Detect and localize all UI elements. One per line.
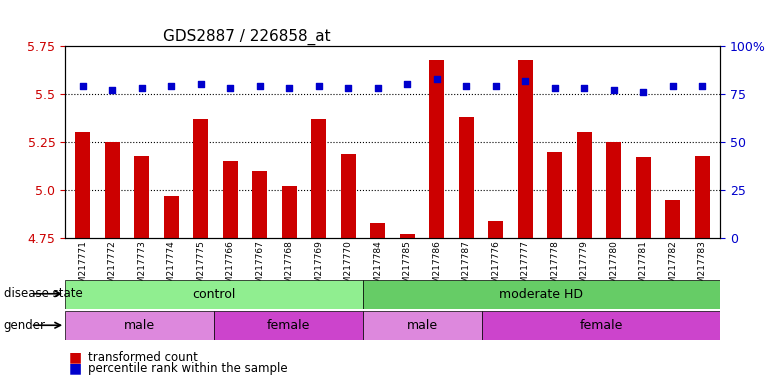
- FancyBboxPatch shape: [482, 311, 720, 340]
- Text: GSM217787: GSM217787: [462, 240, 471, 295]
- Text: GSM217772: GSM217772: [108, 240, 116, 295]
- Bar: [75, 132, 90, 238]
- Point: [401, 81, 414, 88]
- Text: female: female: [579, 319, 623, 332]
- Text: control: control: [192, 288, 236, 301]
- Text: GSM217775: GSM217775: [196, 240, 205, 295]
- Bar: [194, 119, 208, 238]
- FancyBboxPatch shape: [65, 280, 363, 309]
- Bar: [282, 186, 296, 238]
- Text: moderate HD: moderate HD: [499, 288, 584, 301]
- Point: [696, 83, 709, 89]
- Text: GSM217782: GSM217782: [669, 240, 677, 295]
- Bar: [135, 156, 149, 238]
- Bar: [666, 200, 680, 238]
- Text: male: male: [124, 319, 155, 332]
- Bar: [430, 60, 444, 238]
- Text: GSM217783: GSM217783: [698, 240, 707, 295]
- Text: GSM217771: GSM217771: [78, 240, 87, 295]
- Text: GSM217766: GSM217766: [226, 240, 235, 295]
- Text: GSM217768: GSM217768: [285, 240, 294, 295]
- Text: GSM217784: GSM217784: [373, 240, 382, 295]
- Bar: [636, 157, 650, 238]
- Text: transformed count: transformed count: [88, 351, 198, 364]
- FancyBboxPatch shape: [363, 311, 482, 340]
- Point: [283, 85, 296, 91]
- Bar: [223, 161, 237, 238]
- Bar: [400, 234, 414, 238]
- Text: gender: gender: [4, 319, 46, 332]
- Text: GSM217785: GSM217785: [403, 240, 412, 295]
- Text: GSM217769: GSM217769: [314, 240, 323, 295]
- Text: GSM217786: GSM217786: [432, 240, 441, 295]
- Bar: [341, 154, 355, 238]
- Bar: [312, 119, 326, 238]
- Text: GSM217767: GSM217767: [255, 240, 264, 295]
- Point: [430, 76, 443, 82]
- Point: [578, 85, 591, 91]
- Point: [519, 78, 532, 84]
- Point: [254, 83, 266, 89]
- Text: ■: ■: [69, 362, 82, 376]
- Point: [165, 83, 178, 89]
- Text: GSM217776: GSM217776: [491, 240, 500, 295]
- Bar: [518, 60, 532, 238]
- Point: [666, 83, 679, 89]
- Text: GSM217774: GSM217774: [167, 240, 176, 295]
- FancyBboxPatch shape: [65, 311, 214, 340]
- Text: GSM217773: GSM217773: [137, 240, 146, 295]
- Text: percentile rank within the sample: percentile rank within the sample: [88, 362, 288, 375]
- Text: GSM217770: GSM217770: [344, 240, 353, 295]
- Text: GDS2887 / 226858_at: GDS2887 / 226858_at: [163, 28, 331, 45]
- Bar: [548, 152, 562, 238]
- Text: GSM217780: GSM217780: [609, 240, 618, 295]
- Point: [342, 85, 355, 91]
- Point: [136, 85, 148, 91]
- Point: [460, 83, 473, 89]
- Text: GSM217778: GSM217778: [550, 240, 559, 295]
- Point: [195, 81, 207, 88]
- Text: GSM217781: GSM217781: [639, 240, 648, 295]
- Bar: [105, 142, 119, 238]
- Bar: [489, 221, 503, 238]
- Point: [372, 85, 384, 91]
- Point: [607, 87, 620, 93]
- Text: ■: ■: [69, 350, 82, 364]
- Bar: [164, 196, 178, 238]
- Point: [489, 83, 502, 89]
- Bar: [695, 156, 710, 238]
- Text: male: male: [407, 319, 438, 332]
- Bar: [577, 132, 591, 238]
- Point: [637, 89, 650, 95]
- Bar: [607, 142, 621, 238]
- FancyBboxPatch shape: [363, 280, 720, 309]
- Text: disease state: disease state: [4, 287, 83, 300]
- Bar: [459, 117, 473, 238]
- Point: [548, 85, 561, 91]
- Point: [224, 85, 237, 91]
- Text: female: female: [267, 319, 310, 332]
- Bar: [371, 223, 385, 238]
- Point: [106, 87, 119, 93]
- Text: GSM217777: GSM217777: [521, 240, 530, 295]
- Point: [313, 83, 325, 89]
- Text: GSM217779: GSM217779: [580, 240, 589, 295]
- Bar: [253, 171, 267, 238]
- Point: [77, 83, 89, 89]
- FancyBboxPatch shape: [214, 311, 363, 340]
